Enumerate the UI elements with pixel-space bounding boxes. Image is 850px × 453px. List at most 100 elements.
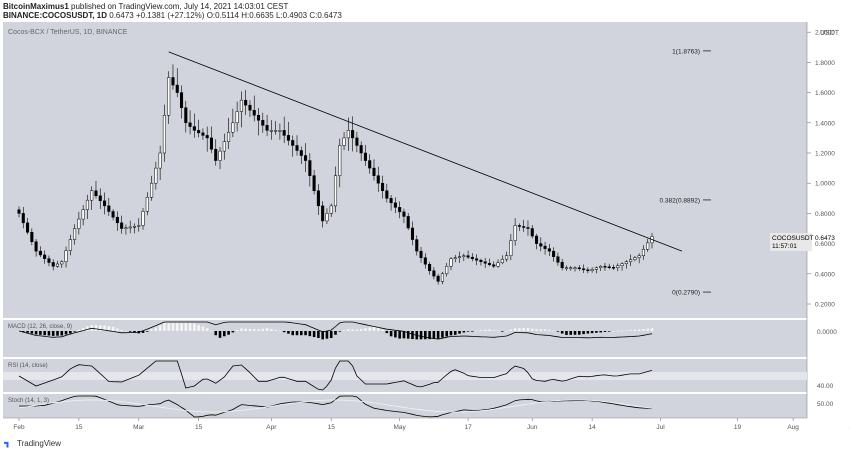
candle-down: [351, 130, 355, 139]
tradingview-logo[interactable]: TradingView: [4, 439, 61, 448]
candle-down: [393, 202, 397, 208]
candle-down: [282, 130, 286, 136]
macd-bar: [411, 331, 414, 340]
macd-bar: [150, 329, 153, 331]
candle-up: [64, 250, 68, 262]
macd-bar: [51, 331, 55, 336]
macd-bar: [64, 331, 68, 335]
macd-bar: [424, 331, 427, 340]
macd-bar: [184, 323, 188, 331]
macd-axis-label: 0.0000: [817, 329, 837, 336]
candle-up: [154, 167, 158, 184]
last-price-value: 0.6473: [815, 235, 835, 242]
candle-down: [179, 92, 184, 108]
macd-bar: [128, 331, 132, 332]
macd-bar: [483, 329, 487, 331]
candle-up: [440, 273, 444, 282]
macd-bar: [376, 328, 380, 331]
candle-down: [299, 150, 303, 156]
macd-bar: [158, 325, 162, 331]
macd-bar: [86, 326, 89, 331]
macd-bar: [308, 331, 312, 337]
macd-bar: [30, 331, 34, 334]
candle-down: [436, 275, 440, 282]
candle-down: [522, 226, 526, 228]
price-axis-title: USDT: [820, 30, 840, 37]
candle-down: [295, 145, 299, 151]
macd-bar: [419, 331, 423, 340]
macd-bar: [231, 331, 235, 333]
macd-bar: [146, 331, 149, 332]
candle-down: [256, 115, 261, 121]
candle-down: [214, 148, 218, 161]
macd-bar: [616, 330, 620, 332]
macd-line: [18, 321, 653, 340]
candle-down: [17, 209, 21, 214]
tradingview-icon: [4, 441, 9, 448]
macd-bar: [103, 325, 106, 331]
candle-up: [81, 209, 85, 220]
macd-bar: [26, 331, 29, 333]
macd-bar: [141, 331, 145, 333]
candle-up: [594, 267, 598, 270]
candle-down: [21, 213, 25, 224]
candle-down: [389, 198, 393, 204]
price-change: +0.1381 (+27.12%): [135, 11, 205, 20]
macd-bar: [282, 331, 286, 333]
candle-down: [487, 262, 492, 265]
candle-down: [539, 243, 543, 247]
candle-down: [423, 257, 427, 265]
macd-bar: [321, 331, 324, 340]
candle-down: [120, 222, 124, 229]
price-tick-label: 1.4000: [815, 120, 835, 127]
candle-down: [398, 207, 402, 213]
stoch-pane-label: Stoch (14, 1, 3): [8, 398, 49, 404]
macd-bar: [539, 329, 543, 331]
tradingview-brand: TradingView: [17, 439, 62, 448]
macd-bar: [398, 331, 401, 339]
candle-down: [415, 239, 419, 252]
price-tick-label: 0.2000: [815, 302, 835, 309]
candle-down: [543, 245, 547, 249]
macd-bar: [505, 330, 508, 332]
macd-bar: [458, 331, 461, 334]
candle-up: [90, 190, 94, 201]
macd-bar: [441, 331, 444, 338]
macd-bar: [569, 331, 573, 335]
macd-bar: [94, 325, 98, 331]
candle-down: [244, 99, 248, 106]
candle-down: [94, 190, 98, 197]
macd-bar: [257, 329, 260, 331]
macd-bar: [548, 329, 551, 331]
candle-down: [184, 107, 188, 124]
candle-down: [30, 232, 34, 242]
macd-bar: [496, 330, 500, 332]
macd-bar: [445, 331, 448, 337]
price-chart[interactable]: Cocos-BCX / TetherUS, 1D, BINANCE USDT 2…: [0, 22, 850, 436]
price-tick-label: 1.0000: [815, 181, 835, 188]
macd-bar: [98, 325, 102, 331]
candle-down: [406, 216, 410, 229]
candle-down: [304, 155, 308, 161]
candle-down: [192, 126, 196, 131]
macd-bar: [637, 329, 641, 331]
candle-up: [167, 77, 171, 116]
macd-bar: [167, 323, 170, 331]
candle-down: [385, 190, 389, 199]
macd-bar: [402, 331, 406, 339]
macd-bar: [120, 329, 123, 331]
candle-down: [363, 152, 367, 161]
candle-down: [376, 175, 380, 184]
macd-bar: [359, 328, 363, 331]
candle-down: [355, 137, 359, 146]
candle-down: [381, 182, 385, 191]
descending-trendline[interactable]: [168, 51, 683, 252]
candle-up: [150, 182, 154, 198]
macd-bar: [364, 328, 367, 331]
candles: [17, 64, 654, 285]
macd-bar: [227, 331, 230, 335]
macd-bar: [60, 331, 64, 336]
candle-up: [641, 249, 645, 256]
candle-up: [629, 259, 633, 262]
macd-bar: [47, 331, 51, 336]
